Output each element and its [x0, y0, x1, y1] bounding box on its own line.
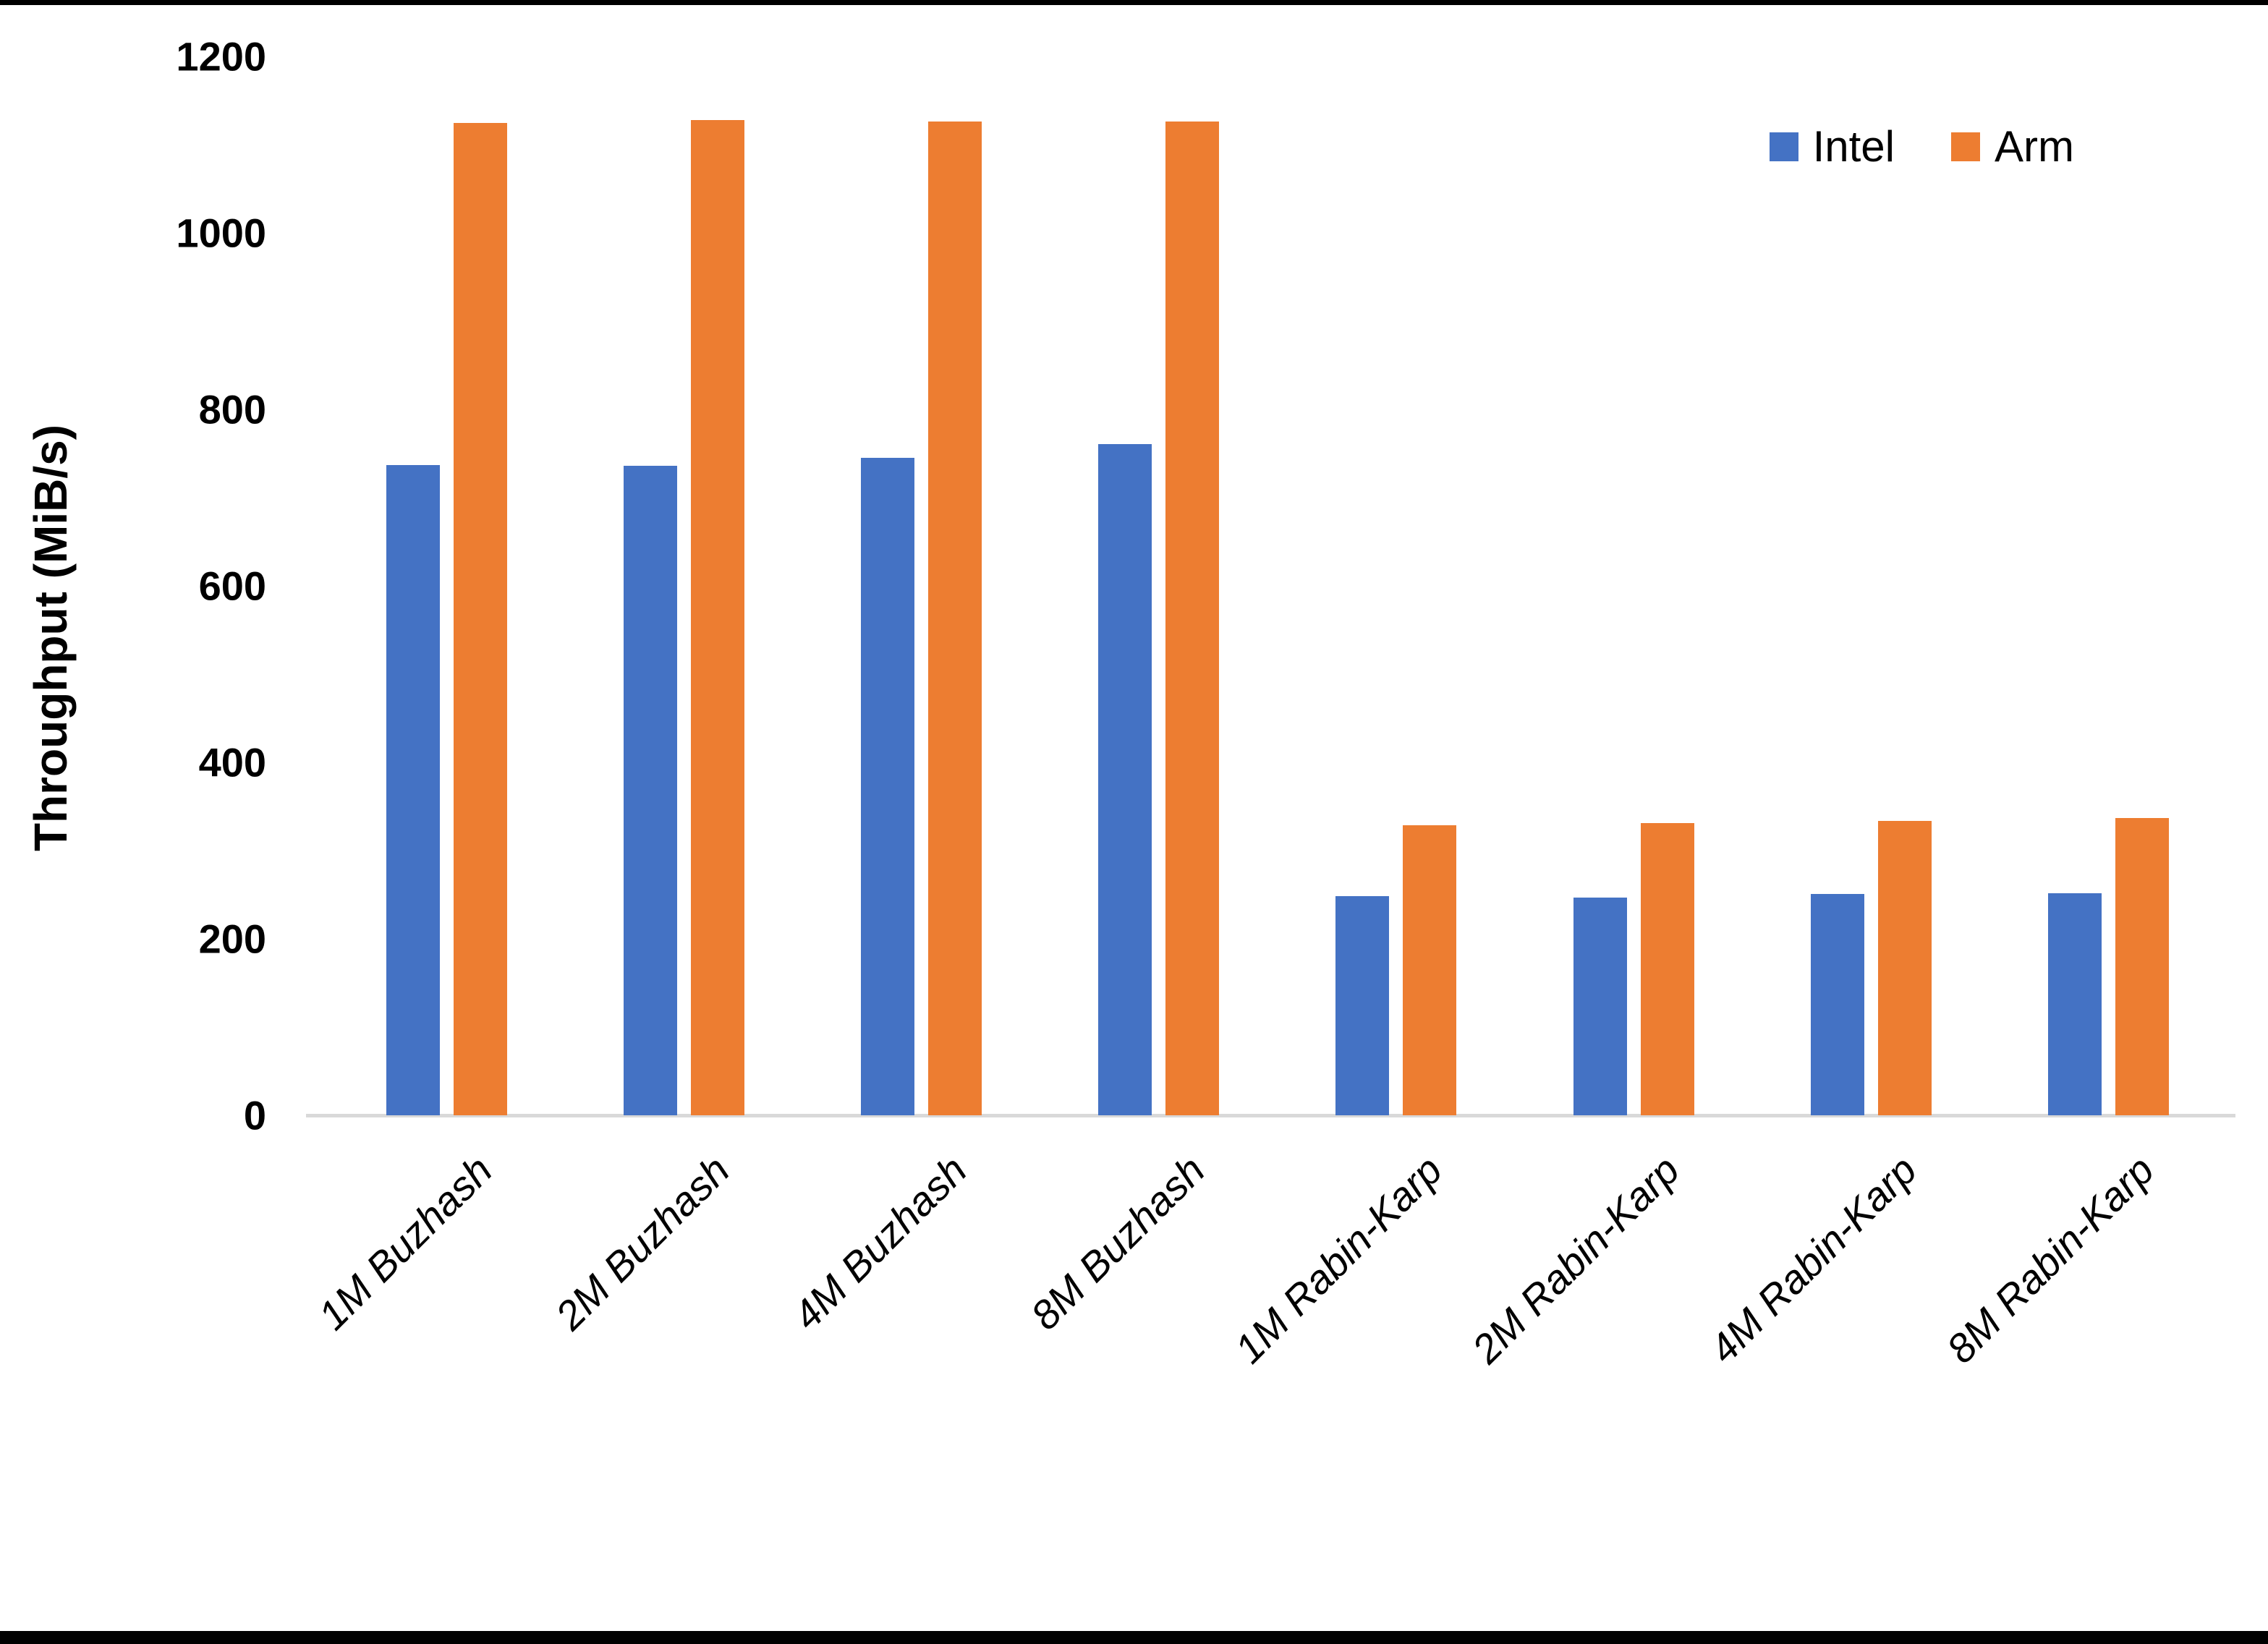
- bar-intel-8m-buzhash: [1098, 443, 1152, 1115]
- y-tick-800: 800: [198, 386, 266, 433]
- y-tick-200: 200: [198, 916, 266, 962]
- bar-intel-4m-buzhash: [860, 458, 914, 1115]
- x-label-8m-rabin-karp: 8M Rabin-Karp: [1937, 1146, 2163, 1372]
- bar-arm-4m-rabin-karp: [1877, 820, 1932, 1115]
- y-tick-0: 0: [243, 1092, 266, 1138]
- legend-swatch-arm: [1951, 132, 1981, 161]
- bar-arm-4m-buzhash: [927, 122, 982, 1115]
- legend-swatch-intel: [1769, 132, 1798, 161]
- x-label-8m-buzhash: 8M Buzhash: [1022, 1146, 1213, 1339]
- bar-intel-2m-rabin-karp: [1573, 897, 1627, 1115]
- legend-label-intel: Intel: [1812, 122, 1895, 171]
- bar-arm-2m-rabin-karp: [1640, 823, 1694, 1115]
- x-label-2m-rabin-karp: 2M Rabin-Karp: [1463, 1146, 1689, 1372]
- legend-item-intel: Intel: [1769, 122, 1895, 171]
- legend-label-arm: Arm: [1995, 122, 2074, 171]
- bar-intel-1m-rabin-karp: [1335, 896, 1390, 1115]
- bar-arm-2m-buzhash: [690, 119, 744, 1115]
- top-border-rule: [0, 0, 2268, 5]
- x-label-2m-buzhash: 2M Buzhash: [546, 1146, 739, 1339]
- bar-arm-8m-rabin-karp: [2115, 817, 2169, 1115]
- bar-intel-8m-rabin-karp: [2047, 893, 2102, 1115]
- legend-item-arm: Arm: [1951, 122, 2074, 171]
- x-label-4m-buzhash: 4M Buzhash: [783, 1146, 976, 1339]
- x-axis-line: [306, 1114, 2235, 1117]
- y-tick-600: 600: [198, 563, 266, 609]
- y-tick-1200: 1200: [176, 33, 266, 80]
- bar-intel-2m-buzhash: [623, 466, 677, 1115]
- bar-arm-1m-rabin-karp: [1403, 825, 1457, 1115]
- x-label-4m-rabin-karp: 4M Rabin-Karp: [1700, 1146, 1926, 1372]
- bar-intel-4m-rabin-karp: [1810, 893, 1864, 1115]
- legend: Intel Arm: [1769, 122, 2074, 171]
- y-tick-400: 400: [198, 739, 266, 785]
- x-label-1m-rabin-karp: 1M Rabin-Karp: [1226, 1146, 1451, 1372]
- bar-intel-1m-buzhash: [386, 464, 440, 1115]
- bar-arm-1m-buzhash: [453, 122, 507, 1115]
- y-tick-1000: 1000: [176, 210, 266, 256]
- x-label-1m-buzhash: 1M Buzhash: [309, 1146, 501, 1339]
- bar-arm-8m-buzhash: [1165, 122, 1220, 1115]
- bottom-border-rule: [0, 1631, 2268, 1644]
